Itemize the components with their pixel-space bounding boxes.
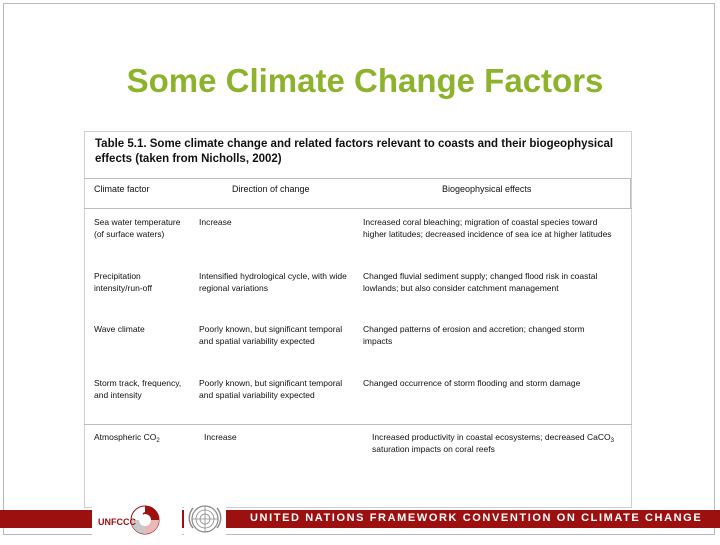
effects-cell: Increased coral bleaching; migration of … (363, 217, 612, 239)
direction-cell: Increase (199, 217, 232, 227)
climate-factor-cell: Sea water temperature (of surface waters… (94, 217, 181, 239)
table-rule (84, 424, 632, 425)
column-header-effects: Biogeophysical effects (442, 184, 532, 194)
unfccc-logo: UNFCCC (92, 498, 182, 540)
table-frame (84, 131, 632, 508)
footer-banner: UNITED NATIONS FRAMEWORK CONVENTION ON C… (0, 498, 720, 540)
effects-cell: Increased productivity in coastal ecosys… (372, 432, 614, 454)
column-header-climate-factor: Climate factor (94, 184, 150, 194)
slide-frame (3, 3, 715, 535)
table-rule (84, 178, 632, 179)
effects-cell: Changed patterns of erosion and accretio… (363, 324, 585, 346)
table-caption: Table 5.1. Some climate change and relat… (95, 138, 614, 165)
climate-factor-cell: Precipitation intensity/run-off (94, 271, 152, 293)
svg-text:UNFCCC: UNFCCC (98, 517, 136, 527)
direction-cell: Poorly known, but significant temporal a… (199, 378, 343, 400)
convention-name: UNITED NATIONS FRAMEWORK CONVENTION ON C… (250, 512, 703, 524)
climate-factor-cell: Atmospheric CO2 (94, 432, 160, 444)
direction-cell: Increase (204, 432, 237, 442)
united-nations-emblem-icon (184, 500, 226, 538)
slide-title: Some Climate Change Factors (126, 62, 604, 99)
climate-factor-cell: Storm track, frequency, and intensity (94, 378, 182, 400)
column-header-direction: Direction of change (232, 184, 310, 194)
direction-cell: Poorly known, but significant temporal a… (199, 324, 343, 346)
direction-cell: Intensified hydrological cycle, with wid… (199, 271, 347, 293)
table-rule (84, 208, 632, 209)
table-rule (630, 178, 631, 208)
climate-factor-cell: Wave climate (94, 324, 145, 334)
effects-cell: Changed fluvial sediment supply; changed… (363, 271, 598, 293)
effects-cell: Changed occurrence of storm flooding and… (363, 378, 581, 388)
